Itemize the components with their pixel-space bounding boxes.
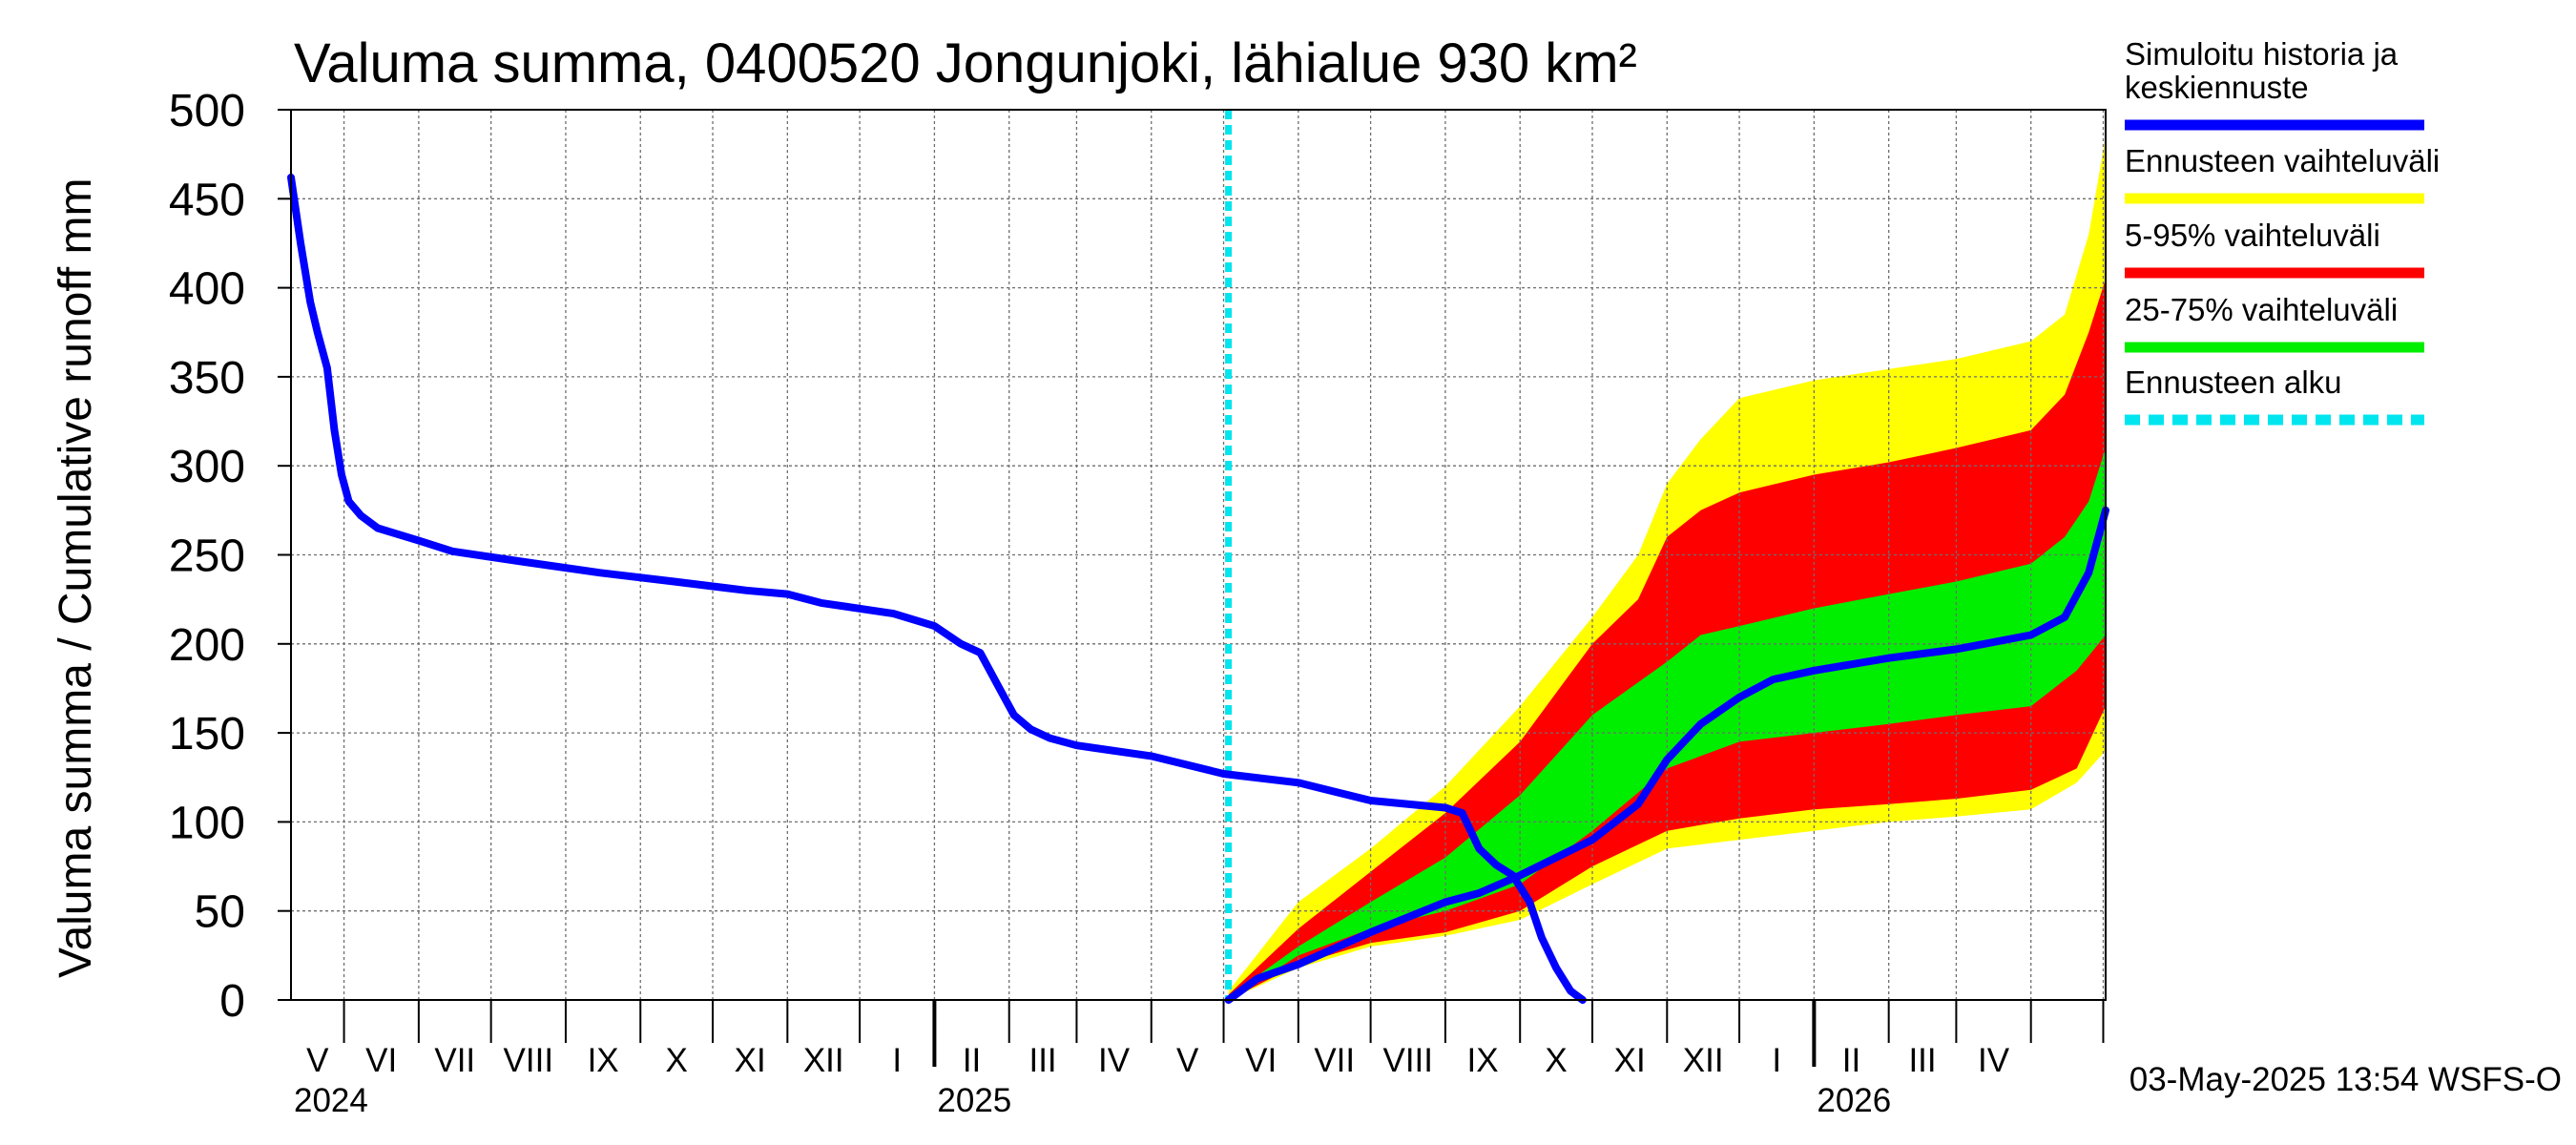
month-label: II — [1842, 1042, 1860, 1079]
year-label: 2026 — [1817, 1082, 1891, 1119]
month-label: X — [665, 1042, 687, 1079]
y-tick-label: 50 — [195, 887, 245, 938]
month-label: VI — [1245, 1042, 1277, 1079]
month-label: VIII — [1382, 1042, 1433, 1079]
month-label: IV — [1978, 1042, 2010, 1079]
month-label: XII — [1683, 1042, 1724, 1079]
y-tick-label: 200 — [169, 620, 245, 671]
y-tick-label: 350 — [169, 353, 245, 404]
legend-label: 25-75% vaihteluväli — [2125, 292, 2398, 327]
month-label: IX — [1467, 1042, 1499, 1079]
month-label: IX — [588, 1042, 619, 1079]
month-label: IV — [1098, 1042, 1131, 1079]
y-tick-label: 0 — [219, 976, 245, 1027]
chart-title: Valuma summa, 0400520 Jongunjoki, lähial… — [294, 32, 1637, 94]
legend-label: 5-95% vaihteluväli — [2125, 218, 2380, 253]
year-label: 2024 — [294, 1082, 368, 1119]
month-label: III — [1908, 1042, 1936, 1079]
month-label: X — [1545, 1042, 1567, 1079]
legend-label: Ennusteen vaihteluväli — [2125, 143, 2440, 178]
legend-label: keskiennuste — [2125, 70, 2309, 105]
y-tick-label: 500 — [169, 86, 245, 136]
month-label: XI — [735, 1042, 766, 1079]
line-simuloitu-historia-ja-keskiennuste — [287, 173, 1587, 1004]
y-tick-label: 150 — [169, 709, 245, 760]
y-tick-label: 450 — [169, 175, 245, 225]
line-keskiennuste — [1224, 506, 2109, 1004]
month-label: XII — [803, 1042, 844, 1079]
month-label: I — [1772, 1042, 1781, 1079]
legend-label: Simuloitu historia ja — [2125, 36, 2399, 72]
timestamp: 03-May-2025 13:54 WSFS-O — [2129, 1061, 2562, 1098]
month-label: VIII — [504, 1042, 554, 1079]
band-5-95-vaihteluv-li — [1228, 279, 2106, 1000]
y-tick-label: 400 — [169, 264, 245, 315]
month-label: XI — [1614, 1042, 1646, 1079]
y-axis-label: Valuma summa / Cumulative runoff mm — [51, 178, 101, 979]
series-lines — [287, 110, 2109, 1004]
month-label: V — [1176, 1042, 1199, 1079]
year-label: 2025 — [937, 1082, 1011, 1119]
y-tick-label: 300 — [169, 442, 245, 492]
month-label: V — [306, 1042, 329, 1079]
y-tick-label: 250 — [169, 531, 245, 582]
legend-label: Ennusteen alku — [2125, 364, 2342, 400]
month-label: II — [963, 1042, 981, 1079]
month-label: VII — [434, 1042, 475, 1079]
month-label: VII — [1314, 1042, 1355, 1079]
month-label: III — [1028, 1042, 1056, 1079]
y-tick-label: 100 — [169, 798, 245, 848]
month-label: VI — [365, 1042, 397, 1079]
month-label: I — [892, 1042, 902, 1079]
